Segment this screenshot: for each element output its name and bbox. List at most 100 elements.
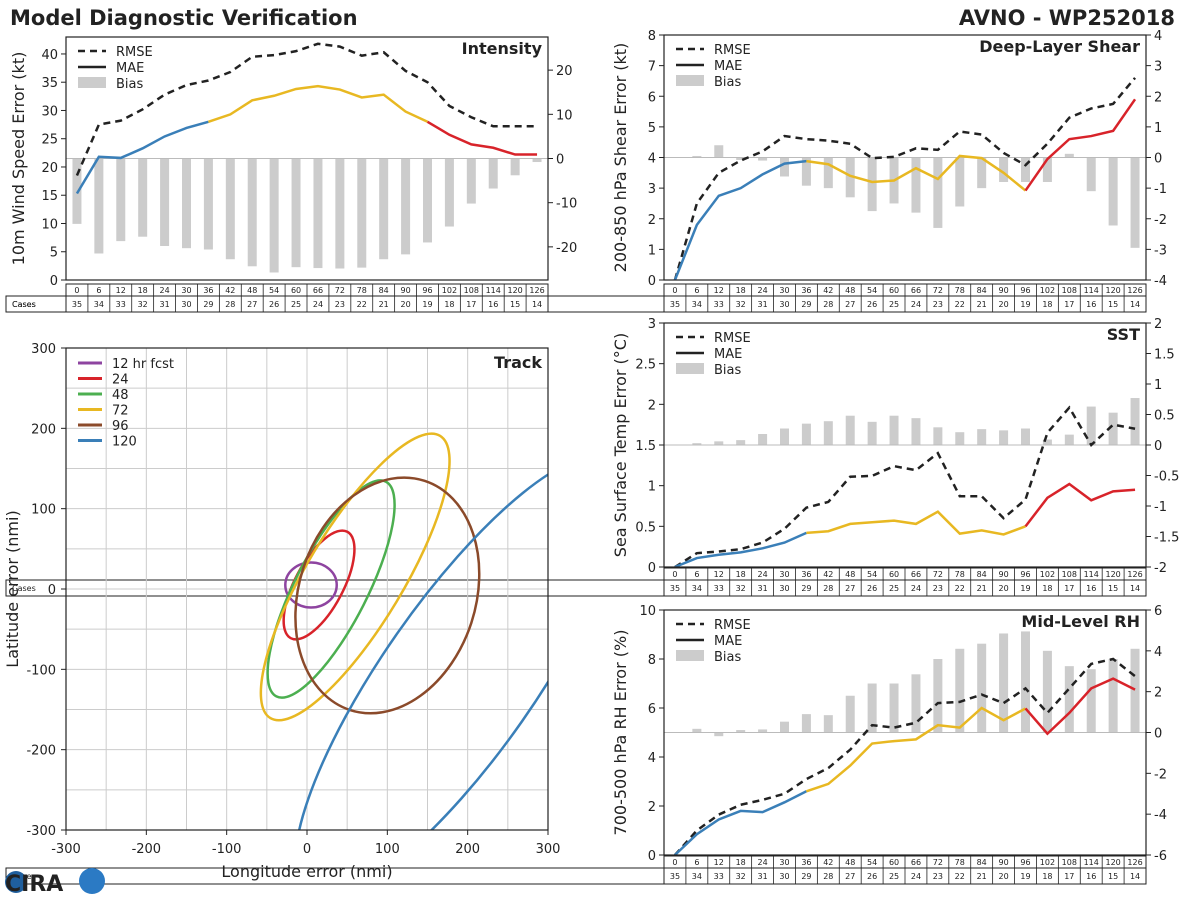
rh-bias-bar — [867, 683, 877, 733]
cases-hour: 60 — [889, 858, 899, 867]
rh-y2tick-label: -4 — [1154, 808, 1167, 823]
cases-hour: 72 — [933, 286, 943, 295]
cases-count: 20 — [998, 584, 1008, 593]
sst-bias-bar — [867, 421, 877, 445]
cases-label: Cases — [12, 584, 36, 593]
intensity-y2tick-label: -20 — [556, 241, 577, 256]
cases-count: 29 — [801, 300, 811, 309]
rh-ytick-label: 6 — [648, 702, 656, 717]
cases-count: 21 — [977, 300, 987, 309]
track-legend-label: 120 — [112, 435, 137, 450]
shear-bias-bar — [1108, 157, 1118, 226]
sst-mae-line — [1024, 482, 1136, 528]
cases-count: 16 — [488, 300, 498, 309]
sst-bias-bar — [1086, 406, 1096, 445]
track-ylabel: Latitude error (nmi) — [3, 510, 22, 667]
cases-count: 29 — [801, 872, 811, 881]
rh-bias-bar — [1064, 666, 1074, 733]
cases-count: 35 — [670, 872, 680, 881]
sst-y2tick-label: -1 — [1154, 500, 1167, 515]
track-xtick-label: 0 — [303, 842, 311, 857]
sst-y2tick-label: 1 — [1154, 378, 1162, 393]
cases-hour: 60 — [291, 286, 301, 295]
cases-count: 19 — [1020, 300, 1030, 309]
cases-hour: 24 — [159, 286, 169, 295]
shear-bias-bar — [801, 157, 811, 186]
cases-hour: 78 — [955, 858, 965, 867]
rh-ytick-label: 2 — [648, 800, 656, 815]
cases-hour: 84 — [977, 858, 987, 867]
cases-count: 33 — [714, 300, 724, 309]
track-ytick-label: -200 — [26, 744, 56, 759]
cases-count: 33 — [714, 872, 724, 881]
intensity-bias-bar — [160, 158, 170, 246]
cases-hour: 66 — [313, 286, 323, 295]
track-ellipse — [284, 561, 338, 609]
shear-ytick-label: 2 — [648, 213, 656, 228]
cases-count: 15 — [1108, 300, 1118, 309]
cases-count: 27 — [845, 584, 855, 593]
track-xtick-label: -100 — [212, 842, 242, 857]
cases-count: 17 — [1064, 872, 1074, 881]
cases-count: 19 — [422, 300, 432, 309]
cases-hour: 24 — [757, 858, 767, 867]
cases-hour: 54 — [867, 570, 877, 579]
cases-hour: 120 — [1105, 858, 1120, 867]
sst-rmse-line — [674, 405, 1136, 569]
shear-ytick-label: 6 — [648, 90, 656, 105]
track-xtick-label: -300 — [51, 842, 81, 857]
cases-hour: 30 — [779, 570, 789, 579]
cases-count: 31 — [757, 872, 767, 881]
cases-count: 23 — [335, 300, 345, 309]
cases-hour: 84 — [977, 570, 987, 579]
shear-bias-bar — [692, 155, 702, 158]
cases-hour: 18 — [736, 286, 746, 295]
legend-bias-label: Bias — [116, 77, 143, 92]
cases-count: 18 — [444, 300, 454, 309]
legend-rmse-label: RMSE — [714, 43, 751, 58]
shear-ytick-label: 3 — [648, 182, 656, 197]
sst-y2tick-label: -1.5 — [1154, 531, 1179, 546]
intensity-bias-bar — [532, 158, 542, 163]
rh-bias-bar — [933, 659, 943, 733]
sst-y2tick-label: 1.5 — [1154, 348, 1175, 363]
cases-count: 29 — [203, 300, 213, 309]
cases-hour: 48 — [845, 570, 855, 579]
shear-bias-bar — [933, 157, 943, 228]
sst-bias-bar — [977, 429, 987, 445]
cases-hour: 48 — [247, 286, 257, 295]
cases-hour: 60 — [889, 286, 899, 295]
cases-hour: 36 — [801, 570, 811, 579]
intensity-ytick-label: 20 — [41, 161, 58, 176]
track-ellipse — [259, 432, 451, 722]
cases-hour: 42 — [823, 570, 833, 579]
cases-hour: 42 — [823, 858, 833, 867]
rh-bias-bar — [780, 721, 789, 733]
cases-count: 34 — [692, 584, 702, 593]
cases-count: 35 — [72, 300, 82, 309]
cases-hour: 66 — [911, 570, 921, 579]
cases-hour: 84 — [379, 286, 389, 295]
cases-count: 33 — [116, 300, 126, 309]
intensity-bias-bar — [203, 158, 213, 250]
intensity-bias-bar — [269, 158, 279, 273]
cases-count: 27 — [247, 300, 257, 309]
shear-y2tick-label: 1 — [1154, 121, 1162, 136]
sst-bias-bar — [692, 443, 702, 445]
cases-count: 25 — [889, 584, 899, 593]
cases-count: 23 — [933, 872, 943, 881]
intensity-ytick-label: 5 — [50, 246, 58, 261]
rh-y2tick-label: 2 — [1154, 686, 1162, 701]
shear-y2tick-label: -1 — [1154, 182, 1167, 197]
sst-ytick-label: 1.5 — [635, 439, 656, 454]
cases-hour: 96 — [1020, 858, 1030, 867]
cases-count: 34 — [692, 872, 702, 881]
sst-y2tick-label: 0.5 — [1154, 409, 1175, 424]
cases-hour: 12 — [714, 570, 724, 579]
track-ytick-label: -300 — [26, 824, 56, 839]
cases-hour: 24 — [757, 286, 767, 295]
cases-count: 25 — [889, 872, 899, 881]
sst-bias-bar — [1108, 412, 1118, 445]
cases-count: 24 — [313, 300, 323, 309]
intensity-bias-bar — [379, 158, 389, 260]
